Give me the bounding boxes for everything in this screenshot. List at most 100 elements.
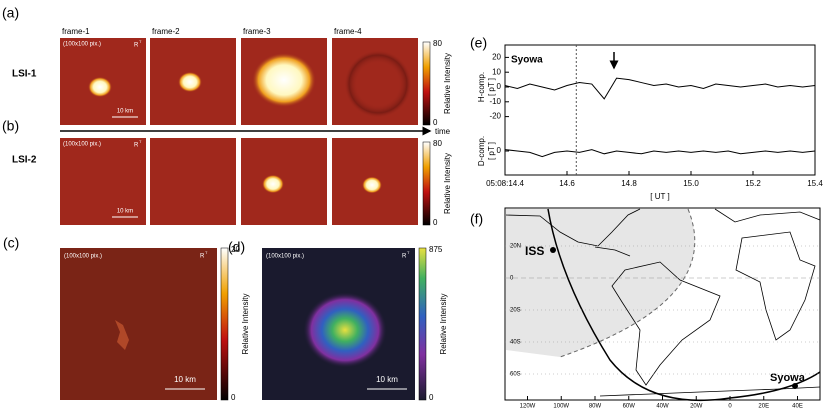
lon-label: 60W	[623, 404, 636, 410]
y-tick-label: 0	[497, 82, 502, 91]
scale-label: 10 km	[174, 375, 196, 384]
colorbar	[422, 41, 431, 126]
image-feature	[178, 71, 202, 93]
x-tick-label: 14.6	[559, 179, 575, 188]
pixel-note: (100x100 pix.)	[266, 254, 304, 260]
y-tick-label: 20	[492, 53, 501, 62]
panel-label: (b)	[2, 118, 19, 134]
pixel-note: (100x100 pix.)	[64, 254, 102, 260]
y-tick-label: 10	[492, 67, 501, 76]
image-frame	[241, 138, 327, 225]
x-tick-label: 15.4	[807, 179, 823, 188]
row-label: LSI-1	[12, 69, 37, 80]
plot-frame	[504, 44, 816, 176]
colorbar	[418, 247, 427, 401]
image-feature	[362, 176, 382, 194]
lon-label: 0	[728, 404, 732, 410]
panel-label: (e)	[470, 35, 487, 51]
colorbar-tick: 875	[429, 245, 443, 254]
iss-orbit	[547, 208, 821, 402]
lon-label: 20W	[690, 404, 703, 410]
x-axis-label: [ UT ]	[650, 192, 669, 201]
colorbar	[422, 141, 431, 226]
chart-title: Syowa	[511, 55, 543, 66]
row-label: LSI-2	[12, 155, 37, 166]
scale-label: 10 km	[117, 109, 133, 115]
y-axis-label: D-comp.	[477, 136, 486, 166]
x-tick-label: 15.2	[745, 179, 761, 188]
lon-label: 20E	[758, 404, 769, 410]
image-feature	[115, 320, 129, 350]
colorbar-label: Relative Intensity	[443, 153, 452, 214]
image	[60, 248, 217, 400]
panel-label: (c)	[3, 235, 19, 251]
colorbar-tick: 80	[433, 139, 442, 148]
lat-label: 20N	[510, 244, 521, 250]
trace	[504, 149, 816, 158]
syowa-point	[792, 383, 798, 389]
lat-label: 0	[510, 276, 514, 282]
x-tick-label: 14.8	[621, 179, 637, 188]
panel-label: (a)	[2, 5, 19, 21]
lon-label: 40E	[792, 404, 803, 410]
image-feature	[303, 292, 387, 368]
lon-label: 80W	[589, 404, 602, 410]
rt-label: R	[134, 143, 139, 149]
image-feature	[88, 76, 112, 98]
iss-point	[550, 247, 556, 253]
colorbar-tick: 0	[433, 218, 438, 227]
pixel-note: (100x100 pix.)	[63, 42, 101, 48]
colorbar-label: Relative Intensity	[443, 53, 452, 114]
colorbar-label: Relative Intensity	[439, 294, 448, 355]
terminator	[559, 208, 696, 358]
trace	[504, 77, 816, 100]
iss-label: ISS	[525, 244, 544, 258]
lat-label: 20S	[510, 308, 521, 314]
image-frame	[60, 138, 146, 225]
colorbar-tick: 80	[433, 39, 442, 48]
rt-label: R	[402, 254, 407, 260]
pixel-note: (100x100 pix.)	[63, 142, 101, 148]
y-axis-unit: [ pT ]	[487, 78, 496, 96]
y-tick-label: 0	[497, 146, 502, 155]
frame-label: frame-3	[243, 27, 271, 36]
colorbar-label: Relative Intensity	[241, 294, 250, 355]
lat-label: 60S	[510, 372, 521, 378]
lon-label: 40W	[656, 404, 669, 410]
image-feature	[262, 174, 284, 194]
colorbar-tick: 0	[231, 393, 236, 402]
rt-label: R	[200, 254, 205, 260]
y-axis-label: H-comp.	[477, 72, 486, 102]
rt-sup: T	[205, 250, 208, 255]
panel-label: (f)	[470, 211, 483, 227]
colorbar	[220, 247, 229, 401]
image-feature	[344, 50, 412, 118]
colorbar-tick: 0	[433, 118, 438, 127]
colorbar-tick: 20	[231, 245, 240, 254]
colorbar-tick: 0	[429, 393, 434, 402]
x-tick-label: 15.0	[683, 179, 699, 188]
rt-sup: T	[139, 139, 142, 144]
frame-label: frame-2	[152, 27, 180, 36]
lon-label: 100W	[553, 404, 569, 410]
image-frame	[150, 138, 236, 225]
scale-label: 10 km	[117, 209, 133, 215]
y-axis-unit: [ pT ]	[487, 142, 496, 160]
x-tick-label: 05:08:14.4	[486, 179, 524, 188]
coastlines	[505, 208, 821, 397]
rt-label: R	[134, 43, 139, 49]
image-feature	[252, 52, 316, 108]
frame-label: frame-1	[62, 27, 90, 36]
y-tick-label: -20	[489, 112, 501, 121]
time-label: time	[435, 127, 451, 136]
scale-label: 10 km	[376, 375, 398, 384]
lon-label: 120W	[520, 404, 536, 410]
syowa-label: Syowa	[770, 372, 806, 384]
y-tick-label: -10	[489, 97, 501, 106]
lat-label: 40S	[510, 340, 521, 346]
panel-label: (d)	[228, 239, 245, 255]
frame-label: frame-4	[334, 27, 362, 36]
rt-sup: T	[407, 250, 410, 255]
